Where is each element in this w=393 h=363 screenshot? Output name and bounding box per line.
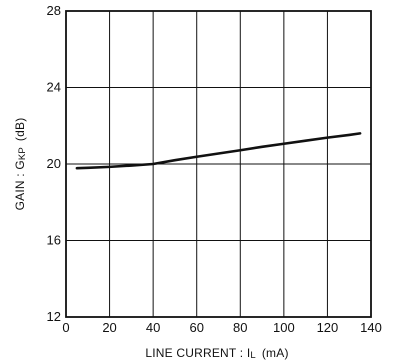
y-tick-label: 16 — [47, 233, 61, 248]
y-axis-label-subscript: KP — [17, 147, 28, 160]
x-axis-label-unit: (mA) — [262, 346, 289, 360]
x-tick-label: 60 — [189, 320, 203, 335]
x-tick-label: 40 — [146, 320, 160, 335]
y-tick-label: 12 — [47, 309, 61, 324]
x-axis-label: LINE CURRENT : IL (mA) — [145, 346, 288, 361]
y-axis-label-unit: (dB) — [13, 118, 27, 141]
x-axis-label-main: LINE CURRENT : I — [145, 346, 250, 360]
y-tick-label: 24 — [47, 80, 61, 95]
x-axis-label-subscript: L — [250, 350, 255, 361]
grid-layer — [66, 11, 371, 317]
x-tick-label: 0 — [62, 320, 69, 335]
axes-layer — [65, 10, 372, 318]
x-tick-label: 100 — [273, 320, 295, 335]
y-tick-label: 28 — [47, 3, 61, 18]
y-tick-label: 20 — [47, 156, 61, 171]
plot-frame — [65, 10, 372, 318]
y-axis-label: GAIN : GKP (dB) — [13, 118, 28, 211]
series-layer — [75, 132, 362, 170]
tick-layer: 0 20 40 60 80 100 120 140 12 16 20 24 28 — [47, 3, 382, 335]
y-axis-label-main: GAIN : G — [13, 160, 27, 210]
x-tick-label: 140 — [360, 320, 382, 335]
x-tick-label: 120 — [317, 320, 339, 335]
gain-series-line — [75, 132, 362, 170]
x-tick-label: 20 — [102, 320, 116, 335]
x-tick-label: 80 — [233, 320, 247, 335]
